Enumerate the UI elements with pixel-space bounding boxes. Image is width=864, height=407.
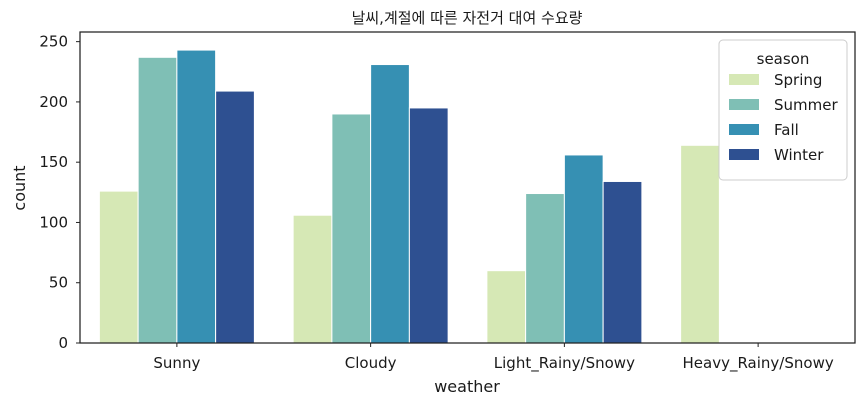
legend-swatch-winter bbox=[729, 149, 759, 160]
legend-label-fall: Fall bbox=[774, 121, 799, 139]
legend-swatch-fall bbox=[729, 124, 759, 135]
bar-summer-0 bbox=[137, 56, 178, 344]
plot-frame bbox=[79, 31, 856, 344]
bar-winter-0 bbox=[215, 90, 255, 344]
y-axis-label: count bbox=[10, 165, 29, 210]
y-tick-label: 0 bbox=[58, 334, 68, 352]
bar-spring-0 bbox=[98, 190, 139, 344]
x-tick-label: Sunny bbox=[153, 354, 200, 372]
bars-layer bbox=[98, 49, 720, 344]
legend: season Spring Summer Fall Winter bbox=[718, 39, 848, 181]
y-tick-label: 200 bbox=[39, 93, 68, 111]
x-tick-label: Light_Rainy/Snowy bbox=[494, 354, 635, 373]
bar-spring-2 bbox=[486, 270, 527, 344]
bar-summer-1 bbox=[331, 113, 372, 344]
bar-summer-2 bbox=[525, 193, 565, 344]
bar-spring-1 bbox=[292, 214, 333, 344]
bar-winter-1 bbox=[408, 107, 449, 344]
y-tick-label: 50 bbox=[49, 274, 68, 292]
legend-title: season bbox=[757, 50, 810, 68]
bar-spring-3 bbox=[680, 144, 720, 344]
legend-swatch-summer bbox=[729, 99, 759, 110]
bar-winter-2 bbox=[602, 180, 643, 344]
legend-label-spring: Spring bbox=[774, 71, 822, 89]
x-tick-labels: Sunny Cloudy Light_Rainy/Snowy Heavy_Rainy/… bbox=[153, 343, 834, 373]
bar-fall-2 bbox=[563, 154, 604, 344]
x-tick-label: Heavy_Rainy/Snowy bbox=[683, 354, 834, 373]
legend-label-winter: Winter bbox=[774, 146, 824, 164]
y-tick-label: 150 bbox=[39, 153, 68, 171]
y-tick-labels: 0 50 100 150 200 250 bbox=[39, 33, 80, 352]
legend-items: Spring Summer Fall Winter bbox=[729, 71, 838, 164]
bar-fall-0 bbox=[176, 49, 217, 344]
x-axis-label: weather bbox=[434, 377, 500, 396]
bar-fall-1 bbox=[370, 64, 410, 344]
legend-label-summer: Summer bbox=[774, 96, 838, 114]
y-tick-label: 250 bbox=[39, 33, 68, 51]
chart-title: 날씨,계절에 따른 자전거 대여 수요량 bbox=[352, 9, 583, 27]
x-tick-label: Cloudy bbox=[345, 354, 397, 372]
y-tick-label: 100 bbox=[39, 213, 68, 231]
legend-swatch-spring bbox=[729, 74, 759, 85]
